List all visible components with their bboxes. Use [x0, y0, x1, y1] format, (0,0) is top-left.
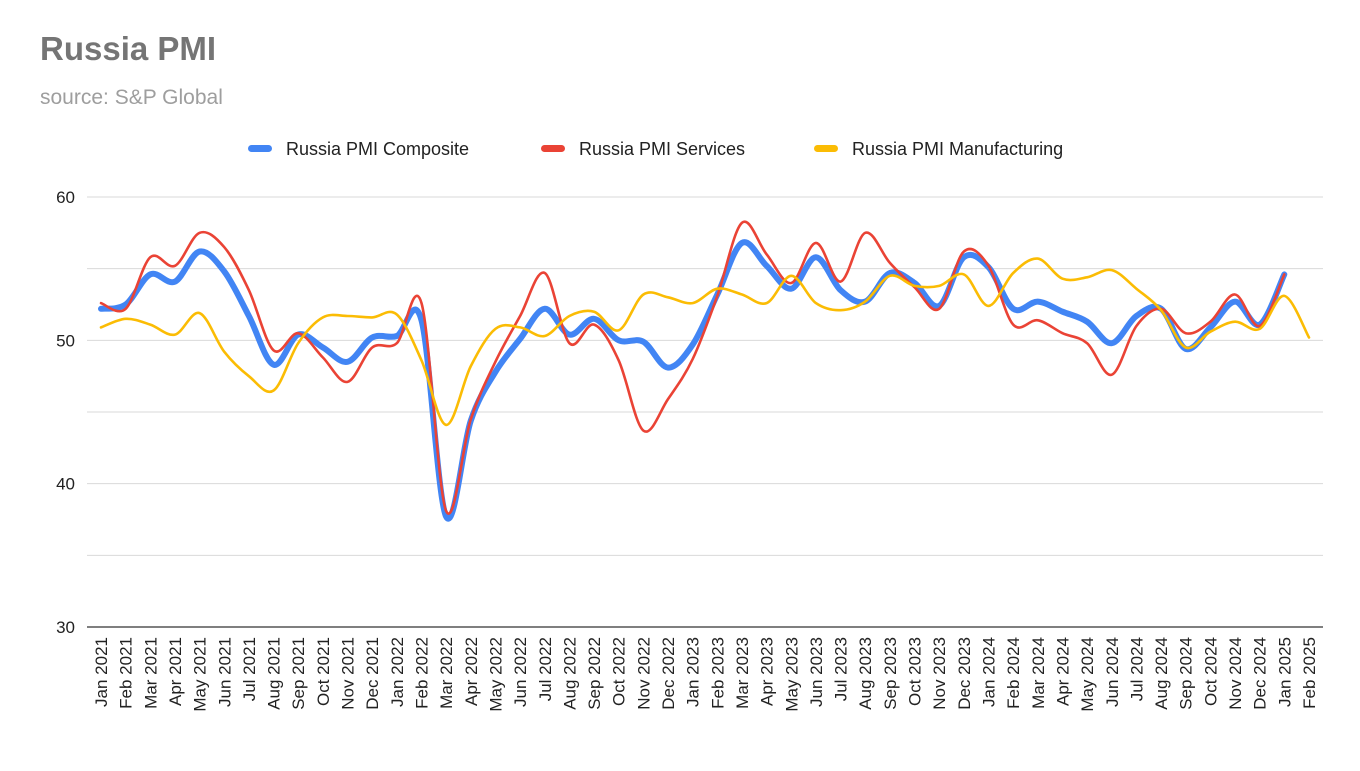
- x-tick-label: Sep 2022: [585, 637, 604, 710]
- legend-label-composite: Russia PMI Composite: [286, 139, 469, 159]
- x-tick-label: Dec 2023: [955, 637, 974, 710]
- chart-legend: Russia PMI Composite Russia PMI Services R…: [248, 139, 1063, 159]
- x-tick-label: Apr 2024: [1053, 637, 1072, 706]
- x-tick-label: Feb 2024: [1004, 637, 1023, 709]
- series-line-manufacturing: [99, 257, 1311, 427]
- x-tick-label: Sep 2023: [881, 637, 900, 710]
- x-tick-label: Oct 2021: [314, 637, 333, 706]
- chart-subtitle: source: S&P Global: [40, 86, 223, 109]
- legend-swatch-services: [541, 145, 565, 152]
- y-tick-label: 40: [56, 475, 75, 494]
- series-line-composite: [98, 239, 1288, 522]
- x-tick-label: Mar 2024: [1029, 637, 1048, 709]
- x-tick-label: Jan 2024: [980, 637, 999, 707]
- x-tick-label: Mar 2021: [141, 637, 160, 709]
- x-tick-label: Aug 2024: [1152, 637, 1171, 710]
- chart-gridlines: [87, 196, 1323, 628]
- x-tick-label: Jul 2023: [832, 637, 851, 701]
- x-tick-label: Oct 2024: [1201, 637, 1220, 706]
- x-tick-label: Dec 2024: [1251, 637, 1270, 710]
- x-tick-label: Dec 2021: [363, 637, 382, 710]
- x-tick-label: Nov 2023: [930, 637, 949, 710]
- x-tick-label: Apr 2023: [758, 637, 777, 706]
- x-tick-label: Mar 2022: [437, 637, 456, 709]
- x-tick-label: Mar 2023: [733, 637, 752, 709]
- y-tick-label: 30: [56, 618, 75, 637]
- x-tick-label: Oct 2023: [906, 637, 925, 706]
- x-tick-label: May 2024: [1078, 637, 1097, 712]
- x-tick-label: Oct 2022: [610, 637, 629, 706]
- x-tick-label: Aug 2021: [265, 637, 284, 710]
- legend-label-manufacturing: Russia PMI Manufacturing: [852, 139, 1063, 159]
- y-tick-label: 50: [56, 331, 75, 350]
- x-tick-label: Feb 2021: [117, 637, 136, 709]
- chart-title: Russia PMI: [40, 30, 217, 67]
- x-tick-label: Nov 2022: [634, 637, 653, 710]
- x-tick-label: May 2023: [782, 637, 801, 712]
- x-tick-label: May 2022: [486, 637, 505, 712]
- x-tick-label: Aug 2023: [856, 637, 875, 710]
- x-tick-label: Jun 2022: [511, 637, 530, 707]
- x-tick-label: Jul 2021: [240, 637, 259, 701]
- x-tick-label: Apr 2021: [166, 637, 185, 706]
- x-tick-label: Jan 2021: [92, 637, 111, 707]
- x-tick-label: Jul 2022: [536, 637, 555, 701]
- x-tick-label: Jun 2023: [807, 637, 826, 707]
- legend-swatch-composite: [248, 145, 272, 152]
- x-axis: Jan 2021 Feb 2021 Mar 2021 Apr 2021 May 2021…: [92, 637, 1319, 712]
- series-line-services: [99, 220, 1286, 515]
- x-tick-label: Jan 2025: [1275, 637, 1294, 707]
- x-tick-label: Feb 2025: [1300, 637, 1319, 709]
- x-tick-label: Jan 2022: [388, 637, 407, 707]
- plot-series: [98, 220, 1311, 522]
- x-tick-label: Sep 2021: [289, 637, 308, 710]
- x-tick-label: May 2021: [191, 637, 210, 712]
- legend-swatch-manufacturing: [814, 145, 838, 152]
- x-tick-label: Aug 2022: [560, 637, 579, 710]
- x-tick-label: Jun 2021: [215, 637, 234, 707]
- x-tick-label: Jan 2023: [684, 637, 703, 707]
- legend-label-services: Russia PMI Services: [579, 139, 745, 159]
- x-tick-label: Jun 2024: [1103, 637, 1122, 707]
- x-tick-label: Sep 2024: [1177, 637, 1196, 710]
- y-axis: 30 40 50 60: [56, 188, 75, 637]
- x-tick-label: Apr 2022: [462, 637, 481, 706]
- x-tick-label: Jul 2024: [1127, 637, 1146, 701]
- x-tick-label: Dec 2022: [659, 637, 678, 710]
- x-tick-label: Nov 2024: [1226, 637, 1245, 710]
- x-tick-label: Nov 2021: [339, 637, 358, 710]
- x-tick-label: Feb 2022: [412, 637, 431, 709]
- x-tick-label: Feb 2023: [708, 637, 727, 709]
- y-tick-label: 60: [56, 188, 75, 207]
